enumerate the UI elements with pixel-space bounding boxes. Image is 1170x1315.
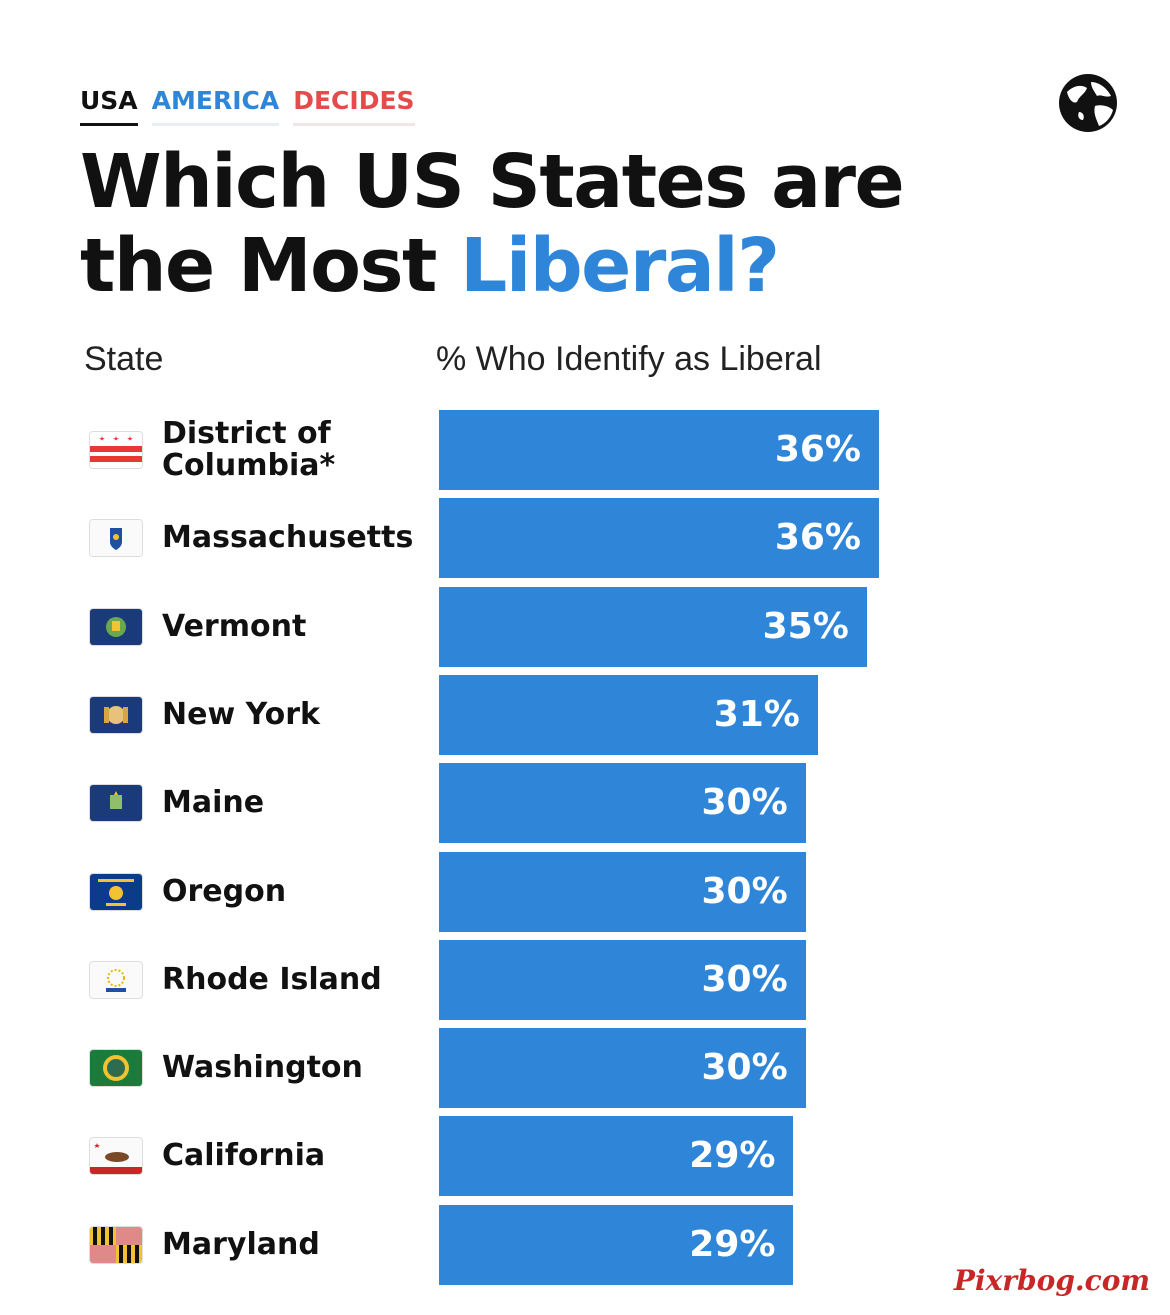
value-column-header: % Who Identify as Liberal [436, 340, 822, 378]
bar [439, 674, 818, 755]
kicker-america: AMERICA [151, 86, 280, 126]
oregon-flag-icon [90, 873, 142, 910]
maryland-flag-icon [90, 1226, 142, 1263]
state-label: Oregon [162, 873, 287, 909]
washington-flag-icon [90, 1050, 142, 1087]
bar [439, 1116, 794, 1197]
bar-value-label: 31% [713, 693, 800, 735]
dc-flag-icon [90, 432, 142, 468]
state-label: District of Columbia* [162, 416, 336, 483]
state-label: Rhode Island [162, 961, 382, 997]
bar-value-label: 30% [701, 782, 788, 824]
bar-value-label: 30% [701, 958, 788, 1000]
state-label: Maine [162, 785, 265, 821]
kicker-usa: USA [80, 86, 138, 126]
bar-value-label: 30% [701, 870, 788, 912]
bar-value-label: 29% [689, 1135, 776, 1177]
kicker-decides: DECIDES [293, 86, 415, 126]
california-flag-icon [90, 1138, 142, 1175]
bar [439, 851, 806, 932]
state-label: Vermont [162, 608, 307, 644]
bar [439, 939, 806, 1020]
globe-icon [1059, 74, 1117, 132]
bar-value-label: 35% [762, 605, 849, 647]
state-label: Massachusetts [162, 520, 414, 556]
chart-title: Which US States are the Most Liberal? [80, 139, 905, 309]
title-line1: Which US States are [80, 139, 905, 225]
vermont-flag-icon [90, 608, 142, 645]
new-york-flag-icon [90, 696, 142, 733]
bar [439, 586, 867, 667]
bar [439, 1028, 806, 1109]
bar [439, 763, 806, 844]
massachusetts-flag-icon [90, 520, 142, 557]
state-label: Washington [162, 1050, 363, 1086]
state-column-header: State [84, 340, 164, 378]
bar-value-label: 36% [774, 429, 861, 470]
title-accent: Liberal? [460, 223, 780, 309]
bar [439, 410, 879, 490]
title-line2-prefix: the Most [80, 223, 461, 309]
bar-value-label: 36% [774, 517, 861, 559]
watermark: Pixrbog.com [953, 1264, 1150, 1297]
bar-value-label: 30% [701, 1047, 788, 1089]
maine-flag-icon [90, 785, 142, 822]
state-label: New York [162, 696, 320, 732]
state-label: Maryland [162, 1226, 320, 1262]
kicker: USA AMERICA DECIDES [80, 86, 415, 126]
state-label: California [162, 1138, 326, 1174]
bar [439, 1204, 794, 1285]
rhode-island-flag-icon [90, 961, 142, 998]
bar-value-label: 29% [689, 1223, 776, 1265]
bar [439, 498, 879, 579]
